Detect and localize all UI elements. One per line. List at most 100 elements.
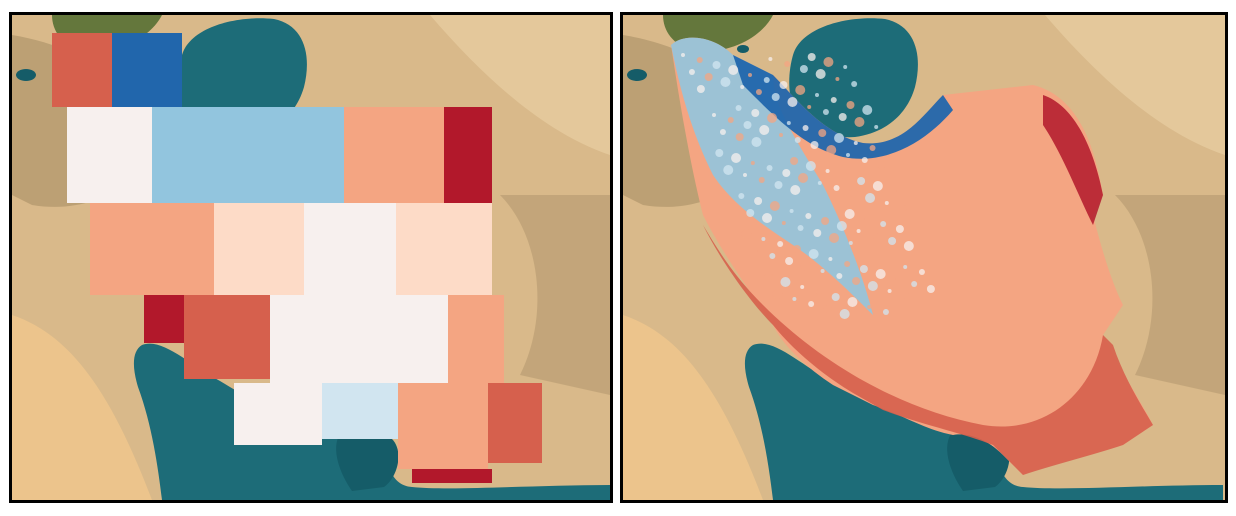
high-resolution-map-panel: [620, 12, 1228, 503]
speckle-dot: [844, 209, 855, 219]
speckle-dot: [853, 141, 858, 145]
central-asia-plain: [1045, 15, 1225, 155]
speckle-dot: [872, 233, 879, 239]
speckle-dot: [743, 121, 752, 129]
speckle-dot: [810, 141, 819, 149]
grid-cell: [67, 107, 152, 203]
grid-cell: [252, 107, 344, 203]
speckle-dot: [900, 205, 907, 211]
speckle-dot: [844, 261, 851, 267]
speckle-dot: [831, 293, 840, 301]
speckle-dot: [851, 81, 858, 87]
speckle-dot: [865, 193, 876, 203]
speckle-dot: [867, 281, 878, 291]
caspian-sea: [789, 18, 918, 138]
speckle-dot: [763, 77, 770, 83]
speckle-dot: [903, 293, 910, 299]
northwest-blue-zone: [671, 37, 873, 315]
speckle-dot: [859, 265, 868, 273]
speckle-dot: [781, 221, 786, 225]
speckle-dot: [815, 289, 822, 295]
speckle-dot: [807, 53, 816, 61]
speckle-dot: [792, 245, 801, 253]
grid-cell: [214, 203, 304, 295]
afghan-highlands: [1115, 195, 1225, 395]
northeast-hotspot: [1043, 95, 1103, 225]
speckle-dot: [741, 229, 752, 239]
lake-van: [627, 69, 647, 81]
grid-cell: [396, 203, 492, 295]
speckle-dot: [768, 57, 773, 61]
speckle-dot: [740, 85, 745, 89]
high-resolution-map: [623, 15, 1225, 500]
speckle-dot: [800, 285, 805, 289]
speckle-dot: [784, 61, 791, 67]
speckle-dot: [818, 129, 827, 137]
speckle-dot: [808, 249, 819, 259]
speckle-dot: [782, 169, 791, 177]
speckle-dot: [805, 213, 812, 219]
speckle-dot: [884, 201, 889, 205]
grid-cell: [448, 295, 504, 387]
speckle-dot: [735, 105, 742, 111]
speckle-dot: [846, 153, 850, 157]
grid-cell: [270, 295, 450, 387]
speckle-dot: [926, 285, 935, 293]
speckle-dot: [875, 269, 886, 279]
speckle-dot: [807, 105, 812, 109]
grid-cell: [148, 203, 214, 295]
grid-cell: [112, 33, 182, 107]
speckle-dot: [874, 125, 879, 129]
speckle-dot: [833, 185, 840, 191]
speckle-dot: [821, 217, 830, 225]
speckle-dot: [779, 133, 783, 137]
grid-cell: [304, 203, 396, 295]
grid-cell: [322, 383, 398, 439]
speckle-dot: [826, 145, 837, 155]
speckle-dot: [892, 189, 897, 193]
speckle-dot: [869, 145, 876, 151]
speckle-dot: [712, 113, 716, 117]
speckle-dot: [772, 289, 783, 299]
speckle-dot: [820, 269, 825, 273]
speckle-dot: [828, 257, 833, 261]
speckle-dot: [838, 113, 847, 121]
speckle-dot: [888, 237, 897, 245]
speckle-dot: [785, 257, 794, 265]
speckle-dot: [715, 149, 724, 157]
speckle-dot: [761, 237, 766, 241]
speckle-dot: [754, 197, 763, 205]
grid-cell: [444, 107, 492, 203]
speckle-dot: [864, 217, 869, 221]
speckle-dot: [839, 309, 850, 319]
speckle-dot: [808, 301, 815, 307]
grid-cell: [412, 469, 492, 483]
speckle-dot: [822, 109, 829, 115]
speckle-dot: [835, 77, 840, 81]
speckle-dot: [795, 85, 806, 95]
speckle-dot: [880, 221, 887, 227]
speckle-dot: [862, 105, 873, 115]
speckle-dot: [786, 121, 791, 125]
lake-van: [16, 69, 36, 81]
speckle-dot: [696, 57, 703, 63]
grid-cell: [488, 383, 542, 463]
speckle-dot: [720, 77, 731, 87]
grid-cell: [234, 383, 322, 445]
speckle-dot: [769, 253, 776, 259]
speckle-dot: [790, 185, 801, 195]
arabian-sand: [623, 315, 763, 500]
coarse-grid-map-panel: [9, 12, 613, 503]
speckle-dot: [743, 173, 747, 177]
speckle-dot: [771, 93, 780, 101]
grid-cell: [152, 107, 252, 203]
speckle-dot: [758, 177, 765, 183]
speckle-dot: [759, 125, 770, 135]
gulf-of-oman: [336, 429, 399, 491]
speckle-dot: [774, 181, 783, 189]
speckle-dot: [764, 273, 773, 281]
speckle-dot: [854, 117, 865, 127]
speckle-dot: [918, 269, 925, 275]
speckle-dot: [825, 169, 830, 173]
speckle-dot: [704, 73, 713, 81]
